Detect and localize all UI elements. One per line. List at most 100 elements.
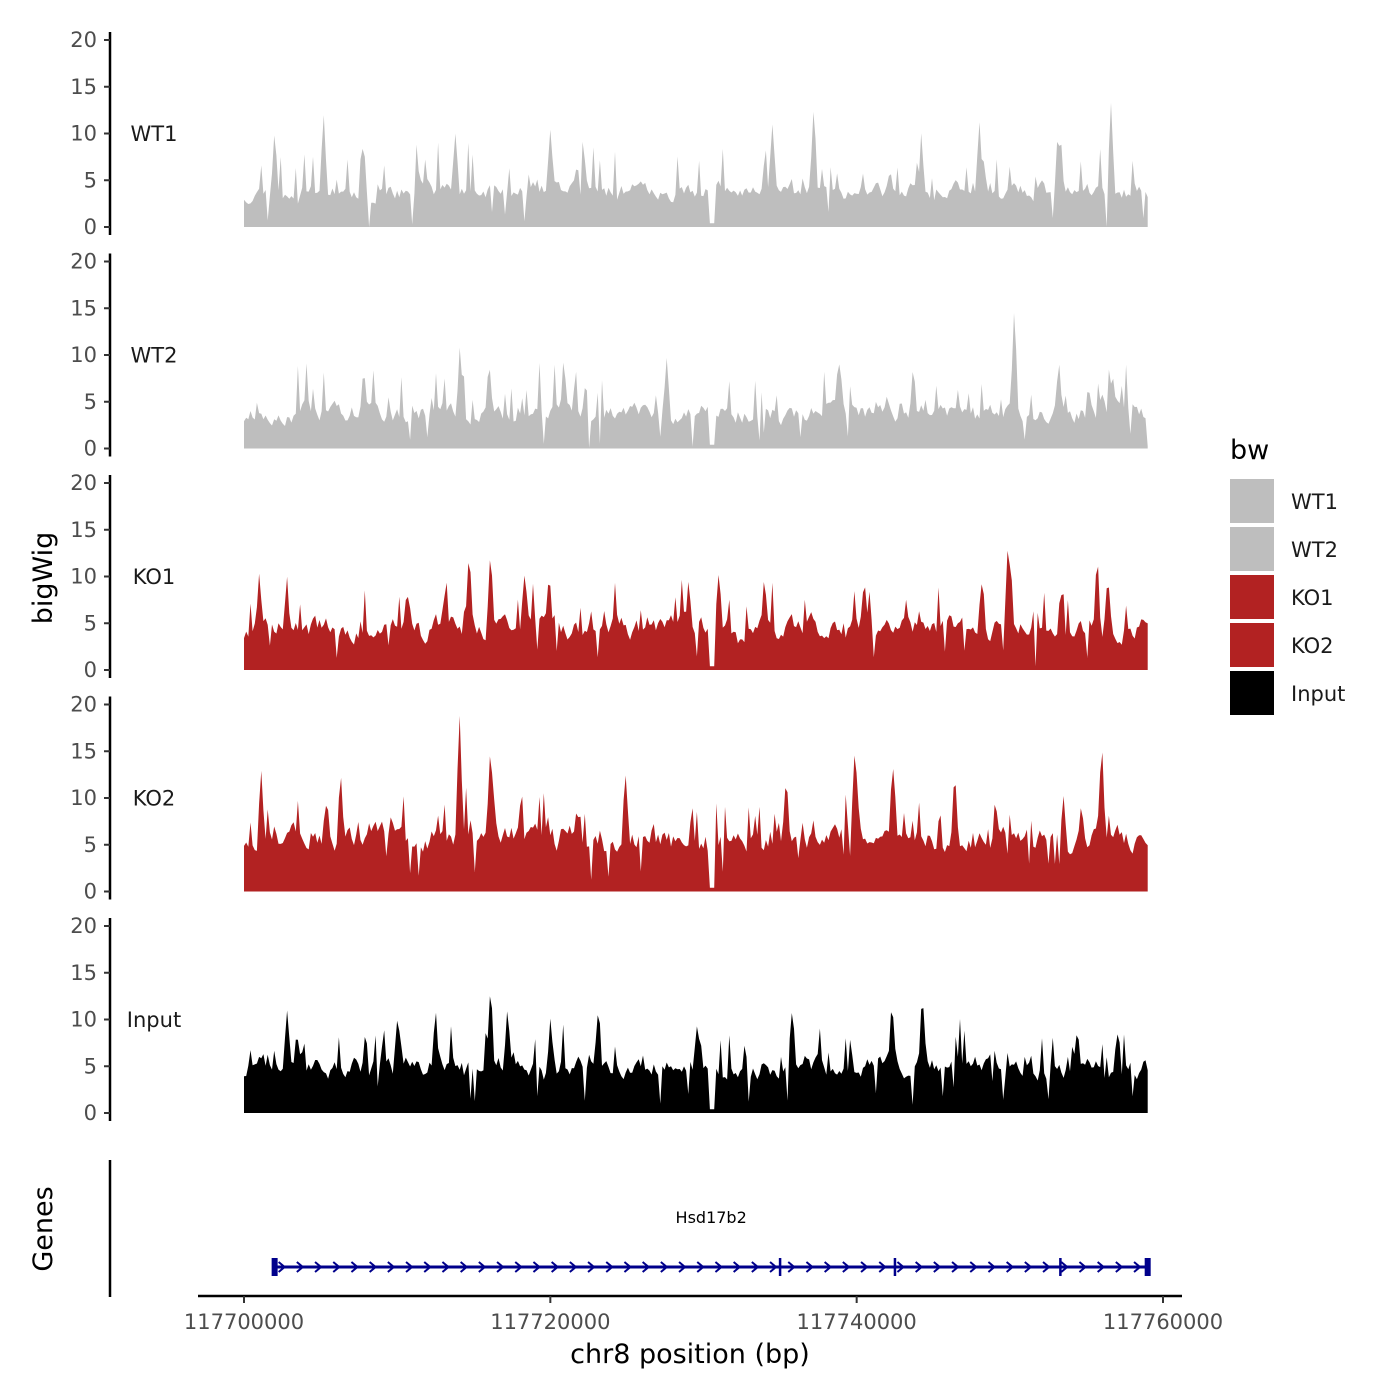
gene-strand-arrow xyxy=(678,1261,687,1273)
gene-strand-arrow xyxy=(1115,1261,1124,1273)
gene-strand-arrow xyxy=(1042,1261,1051,1273)
legend-key-ko2 xyxy=(1230,623,1274,667)
y-tick-label: 10 xyxy=(70,1008,97,1032)
x-tick-label: 117740000 xyxy=(797,1310,917,1334)
x-tick-label: 117760000 xyxy=(1103,1310,1223,1334)
gene-track: Hsd17b2 xyxy=(108,1160,1151,1297)
legend-title: bw xyxy=(1230,435,1269,466)
gene-strand-arrow xyxy=(550,1261,560,1273)
gene-strand-arrow xyxy=(532,1261,541,1273)
gene-strand-arrow xyxy=(1096,1261,1106,1273)
legend-label-ko2: KO2 xyxy=(1291,634,1334,658)
coverage-area-wt1 xyxy=(244,102,1148,227)
gene-strand-arrow xyxy=(823,1261,833,1273)
y-tick-label: 0 xyxy=(84,437,97,461)
gene-strand-arrow xyxy=(914,1261,924,1273)
x-tick-label: 117700000 xyxy=(184,1310,304,1334)
gene-strand-arrow xyxy=(423,1261,432,1273)
y-tick-label: 5 xyxy=(84,611,97,635)
track-wt1: 0 5 10 15 20 WT1 xyxy=(70,28,1148,239)
track-label-wt2: WT2 xyxy=(131,344,178,368)
legend-key-input xyxy=(1230,671,1274,715)
gene-strand-arrow xyxy=(641,1261,651,1273)
gene-strand-arrow xyxy=(1133,1261,1142,1273)
gene-strand-arrow xyxy=(605,1261,614,1273)
x-axis: 117700000 117720000 117740000 117760000 xyxy=(184,1294,1223,1334)
y-axis-title: bigWig xyxy=(28,532,59,625)
y-tick-label: 10 xyxy=(70,343,97,367)
legend-key-wt2 xyxy=(1230,527,1274,571)
x-axis-title: chr8 position (bp) xyxy=(570,1339,810,1370)
gene-strand-arrow xyxy=(368,1261,378,1273)
gene-strand-arrow xyxy=(405,1261,414,1273)
gene-strand-arrow xyxy=(459,1261,469,1273)
y-tick-label: 0 xyxy=(84,215,97,239)
y-tick-label: 20 xyxy=(70,914,97,938)
gene-strand-arrow xyxy=(332,1261,341,1273)
y-tick-label: 5 xyxy=(84,390,97,414)
y-tick-label: 5 xyxy=(84,833,97,857)
gene-strand-arrow xyxy=(860,1261,869,1273)
gene-exon xyxy=(1144,1258,1151,1276)
track-wt2: 0 5 10 15 20 WT2 xyxy=(70,250,1148,461)
gene-strand-arrow xyxy=(296,1261,305,1273)
gene-track-title: Genes xyxy=(28,1186,59,1271)
gene-strand-arrow xyxy=(1024,1261,1033,1273)
y-tick-label: 20 xyxy=(70,250,97,274)
gene-exon xyxy=(893,1258,897,1276)
y-tick-label: 15 xyxy=(70,518,97,542)
gene-exon xyxy=(271,1258,278,1276)
legend-key-ko1 xyxy=(1230,575,1274,619)
gene-strand-arrow xyxy=(842,1261,851,1273)
gene-strand-arrow xyxy=(769,1261,778,1273)
gene-strand-arrow xyxy=(387,1261,396,1273)
gene-strand-arrow xyxy=(623,1261,632,1273)
y-tick-label: 20 xyxy=(70,693,97,717)
gene-strand-arrow xyxy=(1005,1261,1015,1273)
gene-strand-arrow xyxy=(987,1261,996,1273)
legend-key-wt1 xyxy=(1230,479,1274,523)
y-tick-label: 15 xyxy=(70,961,97,985)
track-label-input: Input xyxy=(127,1008,181,1032)
gene-strand-arrow xyxy=(569,1261,578,1273)
gene-strand-arrow xyxy=(314,1261,323,1273)
gene-strand-arrow xyxy=(441,1261,450,1273)
legend: bw WT1 WT2 KO1 KO2 Input xyxy=(1230,435,1345,715)
gene-strand-arrow xyxy=(696,1261,705,1273)
gene-strand-arrow xyxy=(969,1261,978,1273)
y-tick-label: 15 xyxy=(70,296,97,320)
y-tick-label: 15 xyxy=(70,75,97,99)
coverage-area-ko2 xyxy=(244,715,1148,892)
y-tick-label: 0 xyxy=(84,658,97,682)
x-tick-label: 117720000 xyxy=(490,1310,610,1334)
coverage-area-ko1 xyxy=(244,550,1148,670)
gene-exon xyxy=(778,1258,782,1276)
legend-label-wt2: WT2 xyxy=(1291,538,1338,562)
y-tick-label: 20 xyxy=(70,471,97,495)
track-label-ko2: KO2 xyxy=(133,787,176,811)
track-label-ko1: KO1 xyxy=(133,565,176,589)
track-ko1: 0 5 10 15 20 KO1 xyxy=(70,471,1148,682)
gene-strand-arrow xyxy=(787,1261,796,1273)
gene-strand-arrow xyxy=(350,1261,359,1273)
y-tick-label: 10 xyxy=(70,122,97,146)
track-ko2: 0 5 10 15 20 KO2 xyxy=(70,693,1148,904)
y-tick-label: 15 xyxy=(70,739,97,763)
track-label-wt1: WT1 xyxy=(131,122,178,146)
legend-label-wt1: WT1 xyxy=(1291,490,1338,514)
y-tick-label: 5 xyxy=(84,1054,97,1078)
gene-strand-arrow xyxy=(751,1261,760,1273)
coverage-area-wt2 xyxy=(244,313,1148,449)
gene-strand-arrow xyxy=(478,1261,487,1273)
gene-strand-arrow xyxy=(514,1261,523,1273)
gene-strand-arrow xyxy=(1078,1261,1087,1273)
gene-strand-arrow xyxy=(732,1261,742,1273)
gene-strand-arrow xyxy=(951,1261,960,1273)
y-tick-label: 20 xyxy=(70,28,97,52)
gene-strand-arrow xyxy=(933,1261,942,1273)
legend-label-ko1: KO1 xyxy=(1291,586,1334,610)
gene-strand-arrow xyxy=(878,1261,887,1273)
gene-strand-arrow xyxy=(587,1261,596,1273)
y-tick-label: 10 xyxy=(70,565,97,589)
